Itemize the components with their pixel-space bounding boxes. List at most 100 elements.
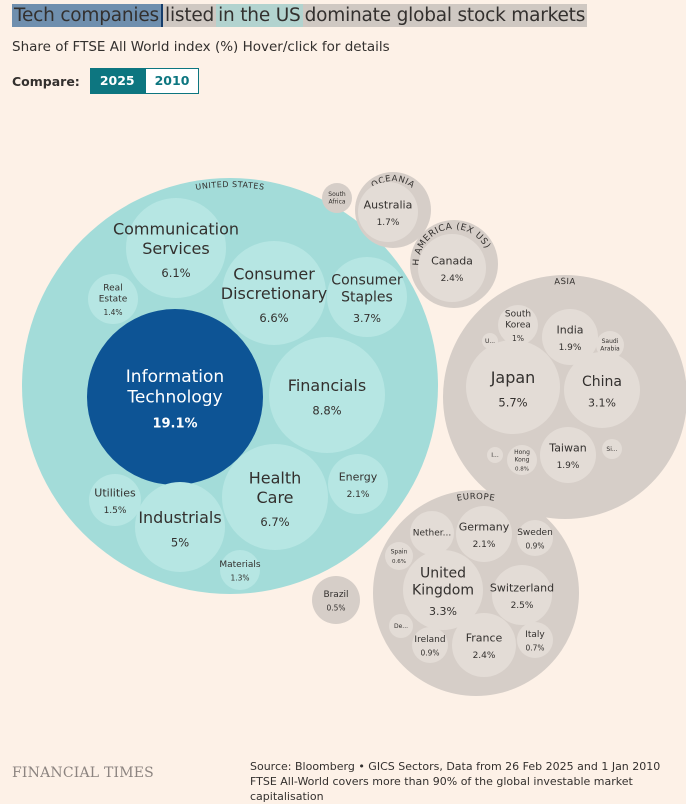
bubble-south-korea[interactable] — [498, 305, 538, 345]
bubble-energy[interactable] — [328, 454, 388, 514]
bubble-real-estate[interactable] — [88, 274, 138, 324]
compare-2010-button[interactable]: 2010 — [144, 68, 200, 94]
bubble-value: 0.5% — [326, 604, 345, 613]
bubble-value: 1.9% — [557, 461, 580, 471]
bubble-canada[interactable] — [418, 234, 486, 302]
bubble-value: 6.1% — [161, 266, 190, 280]
bubble-industrials[interactable] — [135, 482, 225, 572]
bubble-label: Care — [256, 488, 293, 507]
bubble-label: Energy — [339, 471, 378, 484]
bubble-value: 3.7% — [353, 312, 381, 325]
bubble-label: Spain — [391, 549, 408, 556]
bubble-value: 1.9% — [559, 343, 582, 353]
bubble-value: 6.7% — [260, 515, 289, 529]
bubble-label: Kingdom — [412, 582, 474, 598]
bubble-value: 5.7% — [498, 395, 527, 409]
bubble-spain[interactable] — [385, 542, 413, 570]
bubble-value: 2.1% — [473, 540, 496, 550]
group-label-asia: ASIA — [554, 277, 576, 287]
bubble-label: Health — [249, 469, 302, 488]
chart-subtitle: Share of FTSE All World index (%) Hover/… — [12, 39, 390, 55]
bubble-label: Financials — [288, 376, 366, 395]
bubble-italy[interactable] — [517, 622, 553, 658]
bubble-united-kingdom[interactable] — [403, 550, 483, 630]
bubble-value: 0.7% — [525, 644, 544, 653]
bubble-label: Consumer — [331, 273, 403, 289]
bubble-label: India — [557, 324, 584, 337]
bubble-value: 1% — [512, 334, 524, 343]
bubble-value: 3.1% — [588, 397, 616, 410]
bubble-value: 1.5% — [104, 506, 127, 516]
bubble-label: Taiwan — [548, 442, 586, 455]
bubble-nether[interactable] — [410, 511, 454, 555]
title-part-rest: dominate global stock markets — [302, 4, 588, 27]
bubble-label: Staples — [341, 289, 393, 305]
bubble-label: Industrials — [138, 508, 221, 527]
bubble-value: 19.1% — [152, 417, 197, 432]
chart-title: Tech companies listed in the US dominate gl… — [12, 4, 588, 27]
bubble-label: Ireland — [414, 635, 445, 645]
bubble-germany[interactable] — [456, 506, 512, 562]
bubble-value: 0.6% — [392, 559, 406, 565]
bubble-label: Africa — [328, 198, 345, 205]
bubble-label: Materials — [219, 560, 261, 570]
bubble-label: Estate — [99, 294, 128, 304]
bubble-label: U... — [485, 338, 495, 345]
bubble-hong-kong[interactable] — [507, 445, 537, 475]
bubble-india[interactable] — [542, 309, 598, 365]
bubble-south-africa[interactable] — [322, 183, 352, 213]
bubble-france[interactable] — [452, 613, 516, 677]
bubble-label: Real — [103, 284, 122, 294]
bubble-consumer-staples[interactable] — [327, 257, 407, 337]
bubble-health-care[interactable] — [222, 444, 328, 550]
bubble-value: 0.8% — [515, 466, 529, 472]
bubble-taiwan[interactable] — [540, 427, 596, 483]
bubble-label: Kong — [515, 456, 530, 463]
bubble-label: Korea — [505, 320, 531, 330]
bubble-australia[interactable] — [358, 182, 418, 242]
bubble-i[interactable] — [487, 447, 503, 463]
bubble-label: Consumer — [233, 265, 315, 284]
bubble-label: Sweden — [517, 528, 553, 538]
bubble-label: Services — [142, 239, 209, 258]
bubble-u[interactable] — [482, 333, 498, 349]
bubble-value: 2.1% — [347, 490, 370, 500]
group-label-united-states: UNITED STATES — [195, 180, 265, 192]
bubble-japan[interactable] — [466, 340, 560, 434]
bubble-label: Germany — [459, 521, 510, 534]
compare-label: Compare: — [12, 73, 80, 89]
bubble-de[interactable] — [389, 614, 413, 638]
bubble-consumer-discretionary[interactable] — [222, 241, 326, 345]
bubble-ireland[interactable] — [412, 627, 448, 663]
bubble-information-technology[interactable] — [87, 309, 263, 485]
bubble-value: 2.4% — [441, 274, 464, 284]
bubble-label: Utilities — [94, 487, 136, 500]
bubble-value: 1.3% — [230, 574, 249, 583]
bubble-label: Hong — [514, 449, 530, 456]
bubble-label: Japan — [490, 368, 536, 387]
bubble-si[interactable] — [602, 439, 622, 459]
bubble-communication-services[interactable] — [126, 198, 226, 298]
bubble-china[interactable] — [564, 352, 640, 428]
ft-logo: FINANCIAL TIMES — [12, 765, 154, 781]
bubble-financials[interactable] — [269, 337, 385, 453]
title-highlight-us: in the US — [216, 4, 303, 27]
bubble-value: 3.3% — [429, 605, 457, 618]
bubble-utilities[interactable] — [89, 474, 141, 526]
bubble-brazil[interactable] — [312, 576, 360, 624]
bubble-value: 2.5% — [511, 601, 534, 611]
bubble-sweden[interactable] — [517, 520, 553, 556]
bubble-saudi-arabia[interactable] — [596, 331, 624, 359]
bubble-label: South — [328, 191, 346, 198]
bubble-label: France — [466, 632, 503, 645]
bubble-value: 0.9% — [420, 649, 439, 658]
bubble-materials[interactable] — [220, 550, 260, 590]
compare-2025-button[interactable]: 2025 — [89, 68, 145, 94]
bubble-label: De... — [394, 623, 408, 630]
bubble-label: I... — [491, 452, 499, 459]
bubble-switzerland[interactable] — [492, 565, 552, 625]
bubble-value: 5% — [171, 535, 189, 549]
bubble-label: Nether... — [413, 529, 452, 539]
source-text: Source: Bloomberg • GICS Sectors, Data f… — [250, 760, 661, 773]
bubble-label: Discretionary — [221, 284, 327, 303]
